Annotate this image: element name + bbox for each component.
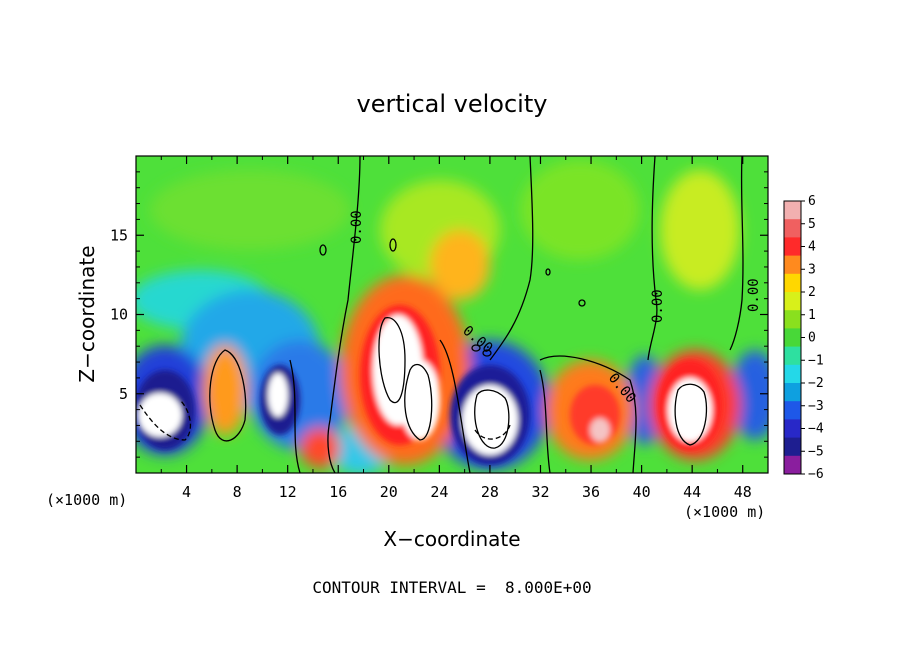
field-patch <box>520 160 640 260</box>
colorbar-swatch <box>784 455 801 475</box>
x-tick-label: 16 <box>329 483 347 501</box>
contour-line <box>539 355 637 473</box>
contour-line <box>289 359 301 473</box>
velocity-field: 0.00 0.00 0.00 0.00 0.00 <box>136 156 768 473</box>
y-tick-label: 5 <box>119 385 128 403</box>
colorbar-swatch <box>784 255 801 275</box>
y-axis: 5 10 15 <box>110 171 768 458</box>
field-patch <box>300 428 340 468</box>
x-axis-label: X−coordinate <box>383 527 520 551</box>
contour-lines <box>139 156 744 473</box>
x-tick-label: 24 <box>430 483 448 501</box>
x-tick-label: 32 <box>531 483 549 501</box>
colorbar-tick-label: 5 <box>808 217 816 232</box>
colorbar-tick-label: 2 <box>808 285 816 300</box>
contour-line <box>389 238 397 252</box>
colorbar-tick-label: −6 <box>808 467 824 482</box>
x-unit-label: (×1000 m) <box>46 491 127 509</box>
chart-title: vertical velocity <box>357 90 548 118</box>
colorbar-tick-label: −4 <box>808 422 824 437</box>
colorbar-swatch <box>784 437 801 457</box>
contour-line <box>327 156 361 473</box>
x-axis: 4 8 12 16 20 24 28 32 36 40 44 48 <box>160 156 752 501</box>
x-tick-label: 28 <box>481 483 499 501</box>
x-tick-label: 48 <box>734 483 752 501</box>
x-tick-label: 12 <box>279 483 297 501</box>
contour-line <box>439 339 471 473</box>
x-unit-label-right: (×1000 m) <box>684 503 765 521</box>
colorbar-swatch <box>784 419 801 439</box>
contour-label: 0.00 <box>349 210 365 244</box>
contour-line <box>539 369 551 473</box>
colorbar-swatch <box>784 401 801 420</box>
contour-line <box>545 268 551 276</box>
contour-interval-label: CONTOUR INTERVAL = 8.000E+00 <box>312 578 591 597</box>
field-saturated <box>268 373 288 417</box>
contour-line <box>729 156 744 351</box>
x-tick-label: 44 <box>683 483 701 501</box>
field-patch <box>660 170 740 290</box>
contour-label: 0.00 <box>746 278 762 312</box>
colorbar-tick-label: −3 <box>808 399 824 414</box>
contour-line <box>404 363 433 441</box>
field-saturated <box>590 418 610 442</box>
y-tick-label: 15 <box>110 226 128 244</box>
contour-label: 0.00 <box>650 289 666 323</box>
colorbar-swatch <box>784 383 801 402</box>
colorbar: 6 5 4 3 2 1 0 −1 −2 −3 −4 −5 −6 <box>783 194 824 482</box>
x-tick-label: 40 <box>633 483 651 501</box>
contour-line <box>482 349 492 357</box>
field-saturated <box>138 393 182 437</box>
x-tick-label: 8 <box>233 483 242 501</box>
field-patch <box>730 350 768 440</box>
field-saturated <box>400 360 440 440</box>
contour-line <box>139 399 192 441</box>
colorbar-swatch <box>784 328 801 348</box>
colorbar-tick-label: 1 <box>808 308 816 323</box>
colorbar-swatch <box>784 237 801 257</box>
colorbar-swatch <box>784 310 801 329</box>
colorbar-tick-label: 6 <box>808 194 816 209</box>
colorbar-tick-label: −5 <box>808 444 824 459</box>
colorbar-swatch <box>784 273 801 293</box>
contour-line <box>474 424 511 440</box>
contour-line <box>674 383 708 446</box>
colorbar-swatch <box>784 346 801 366</box>
colorbar-tick-label: 3 <box>808 262 816 277</box>
x-tick-label: 4 <box>182 483 191 501</box>
contour-label-group: 0.00 0.00 0.00 0.00 0.00 <box>349 210 762 406</box>
field-patch <box>430 230 490 300</box>
colorbar-tick-label: −2 <box>808 376 824 391</box>
contour-line <box>209 349 247 442</box>
contour-line <box>319 244 327 256</box>
field-saturated <box>462 385 518 455</box>
contour-line <box>578 299 586 307</box>
field-patch <box>150 170 350 250</box>
y-axis-label: Z−coordinate <box>75 245 99 382</box>
colorbar-tick-label: 0 <box>808 331 816 346</box>
contour-line <box>474 389 510 449</box>
contour-line <box>647 156 658 361</box>
colorbar-swatch <box>784 201 801 220</box>
colorbar-swatch <box>784 292 801 311</box>
x-tick-label: 36 <box>582 483 600 501</box>
contour-line <box>471 344 481 352</box>
colorbar-swatch <box>784 219 801 238</box>
colorbar-tick-label: −1 <box>808 353 824 368</box>
colorbar-swatch <box>784 364 801 384</box>
field-saturated <box>668 378 712 442</box>
contour-line <box>489 156 534 361</box>
y-tick-label: 10 <box>110 306 128 324</box>
x-tick-label: 20 <box>380 483 398 501</box>
colorbar-tick-label: 4 <box>808 240 816 255</box>
contour-line <box>378 317 406 404</box>
